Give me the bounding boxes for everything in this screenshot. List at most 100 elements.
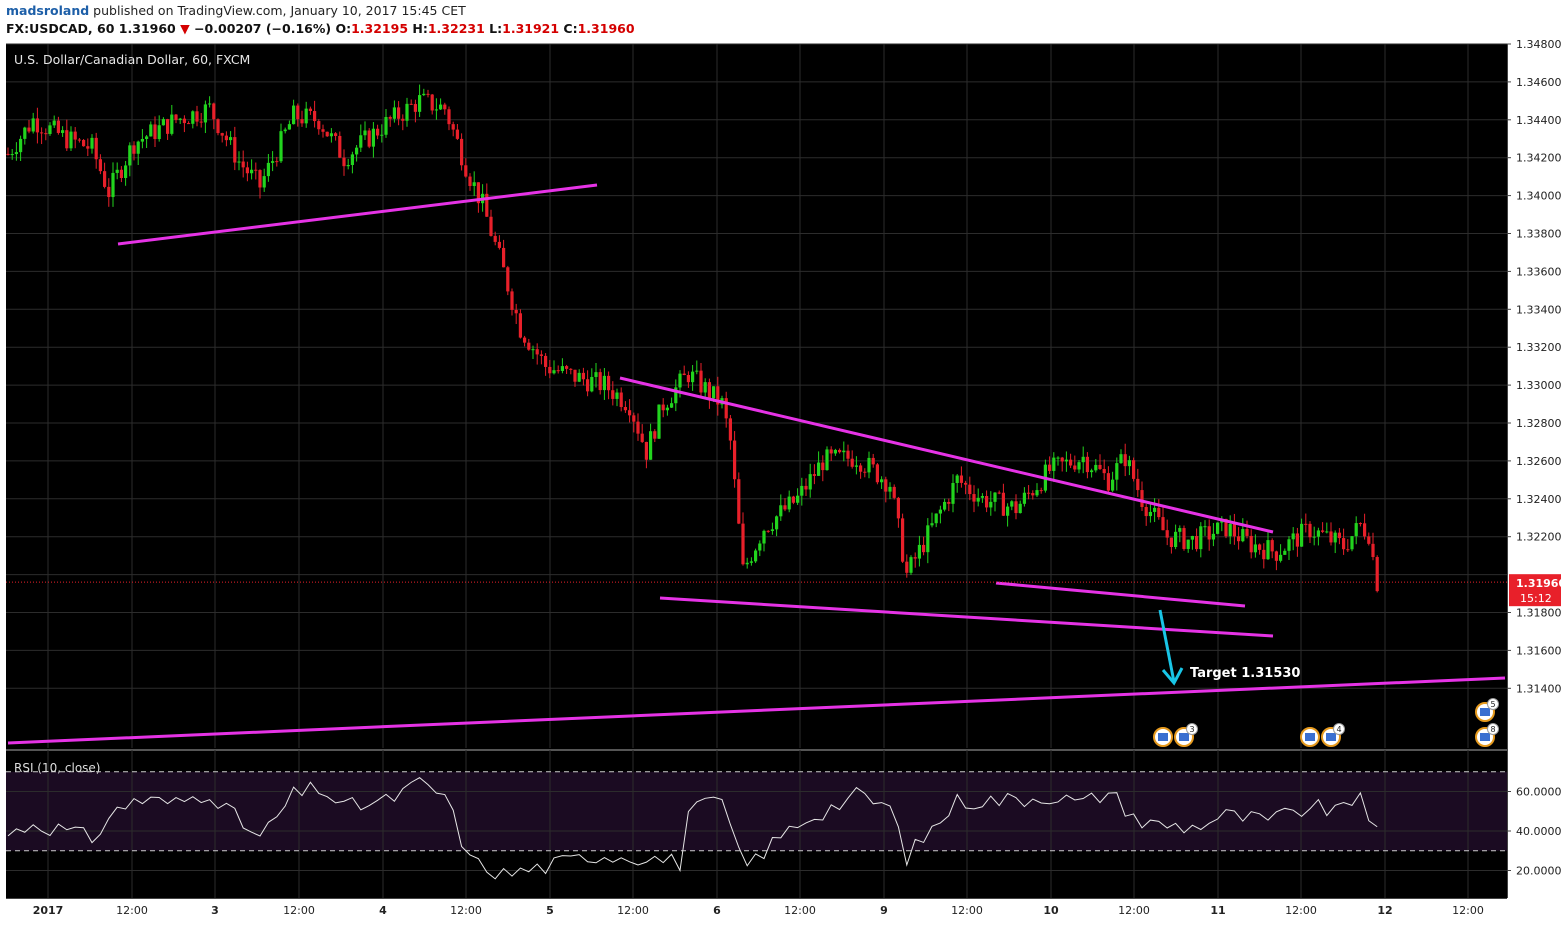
candle-body <box>1249 535 1253 553</box>
candle-body <box>812 474 816 476</box>
rsi-band-fill <box>6 771 1507 851</box>
candle-body <box>464 165 468 177</box>
candle-body <box>728 418 732 441</box>
candle-body <box>56 120 60 133</box>
candle-body <box>1132 460 1136 479</box>
candle-body <box>90 137 94 149</box>
price-axis: 1.34800 1.34600 1.34400 1.34200 1.34000 1.338… <box>1507 40 1564 898</box>
price-tick-label: 1.33200 <box>1516 341 1562 354</box>
candle-body <box>94 137 98 160</box>
candle-body <box>308 108 312 112</box>
candle-body <box>989 501 993 508</box>
candle-body <box>640 433 644 442</box>
badge-count-bg <box>1487 698 1499 710</box>
candle-body <box>69 131 73 149</box>
main-pane-bg <box>6 44 1507 748</box>
candle-body <box>829 449 833 454</box>
candle-body <box>1048 464 1052 471</box>
candle-body <box>224 135 228 141</box>
candle-body <box>1056 457 1060 459</box>
candle-body <box>460 138 464 166</box>
candle-body <box>775 516 779 530</box>
candle-body <box>644 441 648 460</box>
rsi-tick-label: 40.0000 <box>1516 825 1562 838</box>
candle-body <box>107 186 111 198</box>
candle-body <box>565 366 569 369</box>
candle-body <box>1178 528 1182 532</box>
grid-lines <box>6 43 1507 898</box>
trendline <box>117 183 598 246</box>
rsi-line <box>7 777 1378 880</box>
candle-body <box>1199 526 1203 550</box>
candle-body <box>930 523 934 526</box>
candle-body <box>136 141 140 154</box>
candle-body <box>359 135 363 148</box>
trendline <box>995 581 1246 608</box>
flag-badge-icon <box>1179 733 1189 741</box>
candle-body <box>796 495 800 503</box>
candle-body <box>27 127 31 132</box>
candle-body <box>1228 523 1232 537</box>
candle-body <box>472 182 476 187</box>
candle-body <box>258 170 262 188</box>
candle-body <box>838 449 842 453</box>
author-link[interactable]: madsroland <box>6 3 90 18</box>
candle-body <box>140 138 144 142</box>
candle-body <box>1300 523 1304 547</box>
candle-body <box>1027 492 1031 494</box>
candle-body <box>1241 529 1245 542</box>
trendline <box>659 596 1274 638</box>
candle-body <box>401 118 405 121</box>
candle-body <box>1169 537 1173 548</box>
candle-body <box>1111 479 1115 491</box>
time-tick-label: 5 <box>546 904 554 917</box>
flag-badge-icon <box>1158 733 1168 741</box>
candle-body <box>1270 540 1274 552</box>
candle-body <box>947 501 951 504</box>
candle-body <box>161 119 165 126</box>
candle-body <box>922 544 926 553</box>
candle-body <box>98 159 102 172</box>
candle-body <box>178 118 182 120</box>
candle-body <box>170 114 174 134</box>
candle-body <box>1329 531 1333 543</box>
candle-body <box>451 124 455 130</box>
candle-body <box>976 497 980 502</box>
rsi-tick-label: 60.0000 <box>1516 786 1562 799</box>
publish-line: madsroland published on TradingView.com,… <box>6 3 466 18</box>
candle-body <box>1064 459 1068 462</box>
candle-body <box>426 93 430 95</box>
candle-body <box>653 431 657 439</box>
candle-body <box>82 140 86 147</box>
candle-body <box>821 462 825 471</box>
candle-body <box>149 124 153 137</box>
candle-body <box>1140 490 1144 507</box>
rsi-label: RSI (10, close) <box>14 761 100 775</box>
candle-body <box>10 154 14 156</box>
countdown-label: 15:12 <box>1520 592 1552 605</box>
time-tick-label: 12:00 <box>617 904 649 917</box>
candle-body <box>1060 457 1064 462</box>
flag-badge-icon <box>1480 733 1490 741</box>
chart-canvas[interactable]: Target 1.31530 U.S. Dollar/Canadian Dolla… <box>0 40 1564 926</box>
arrow-shaft <box>1158 609 1176 683</box>
candle-body <box>1182 528 1186 549</box>
flag-badge-icon <box>1480 708 1490 716</box>
candle-body <box>749 561 753 563</box>
candle-body <box>388 116 392 119</box>
candle-body <box>1102 469 1106 474</box>
candle-body <box>1325 531 1329 533</box>
candle-body <box>275 161 279 163</box>
candle-body <box>1258 544 1262 550</box>
candle-body <box>346 165 350 167</box>
candle-body <box>590 376 594 392</box>
candle-body <box>321 129 325 132</box>
candle-body <box>569 368 573 370</box>
candle-body <box>384 116 388 135</box>
candle-body <box>1350 536 1354 550</box>
candle-body <box>602 375 606 391</box>
candle-body <box>581 372 585 380</box>
candle-body <box>434 109 438 111</box>
candle-body <box>1073 465 1077 470</box>
candle-body <box>1001 492 1005 516</box>
